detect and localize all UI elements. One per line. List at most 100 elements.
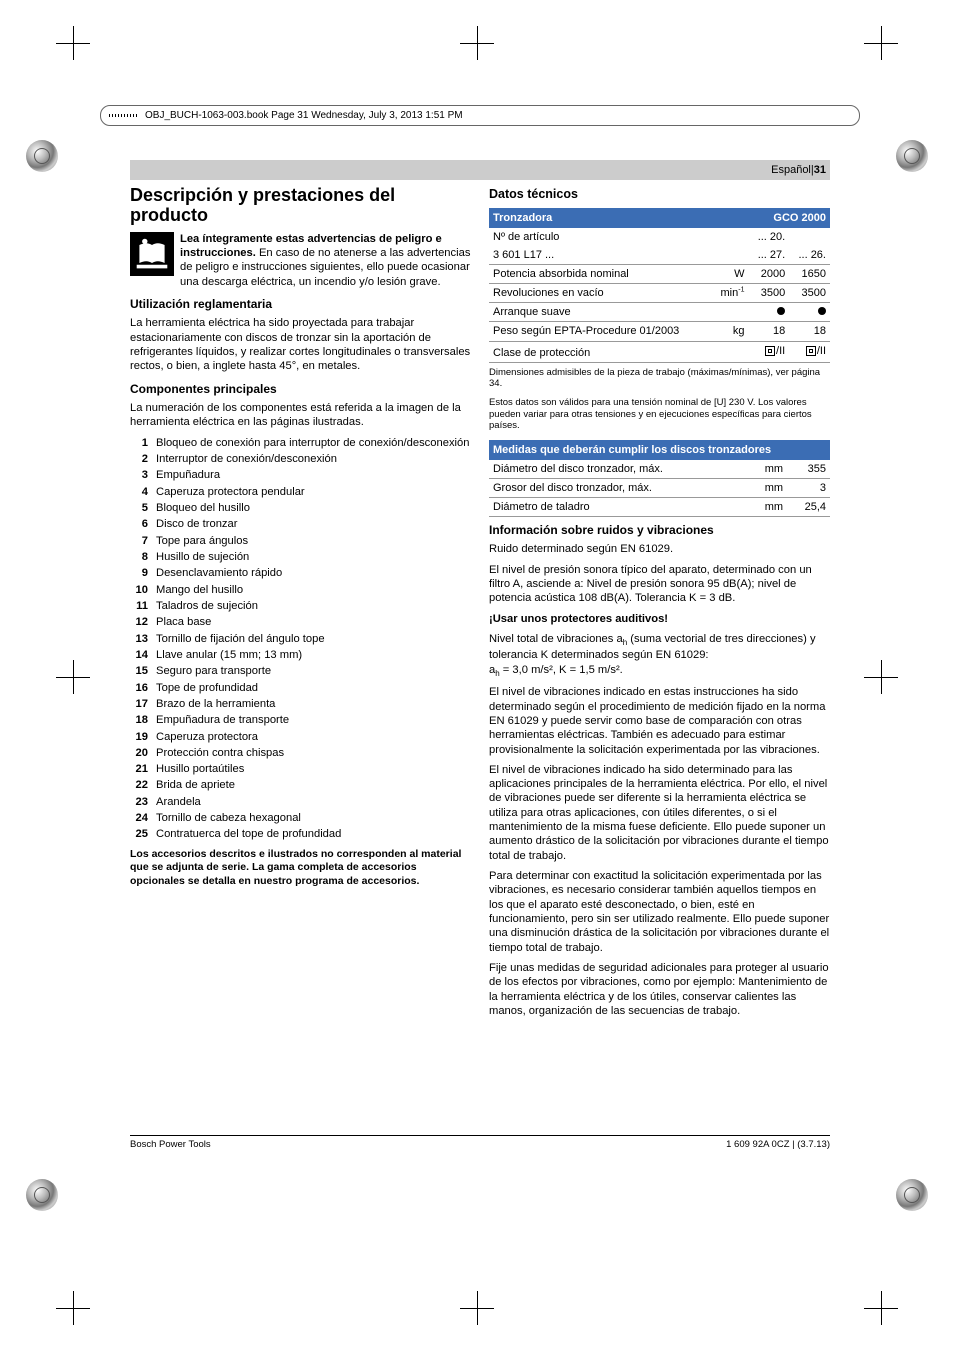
component-item: 8Husillo de sujeción: [130, 550, 471, 564]
disc-row: Diámetro del disco tronzador, máx.mm355: [489, 460, 830, 479]
register-ring-icon: [896, 1179, 928, 1211]
component-number: 3: [130, 468, 148, 482]
component-item: 22 Brida de apriete: [130, 778, 471, 792]
spec-row: Nº de artículo... 20.: [489, 228, 830, 246]
crop-mark: [56, 26, 90, 60]
component-item: 18 Empuñadura de transporte: [130, 713, 471, 727]
disc-label: Diámetro de taladro: [489, 497, 749, 516]
spec-value-1: 18: [748, 322, 789, 341]
spec-note-voltage: Estos datos son válidos para una tensión…: [489, 397, 830, 431]
spec-header-blank: [712, 208, 749, 228]
spec-unit: min-1: [712, 284, 749, 303]
component-label: Llave anular (15 mm; 13 mm): [156, 648, 302, 662]
spec-row: 3 601 L17 ...... 27.... 26.: [489, 246, 830, 265]
component-label: Empuñadura: [156, 468, 220, 482]
noise-levels: El nivel de presión sonora típico del ap…: [489, 563, 830, 606]
component-number: 20: [130, 746, 148, 760]
component-item: 10Mango del husillo: [130, 583, 471, 597]
component-label: Bloqueo del husillo: [156, 501, 250, 515]
section-title: Descripción y prestaciones del producto: [130, 186, 471, 226]
spec-row: Peso según EPTA-Procedure 01/2003kg1818: [489, 322, 830, 341]
intended-use-text: La herramienta eléctrica ha sido proyect…: [130, 316, 471, 373]
disc-unit: mm: [749, 460, 787, 479]
read-manual-icon: [130, 232, 174, 276]
spec-label: 3 601 L17 ...: [489, 246, 712, 265]
component-item: 17Brazo de la herramienta: [130, 697, 471, 711]
print-header-text: OBJ_BUCH-1063-003.book Page 31 Wednesday…: [145, 110, 463, 121]
component-item: 5 Bloqueo del husillo: [130, 501, 471, 515]
print-job-header: OBJ_BUCH-1063-003.book Page 31 Wednesday…: [100, 105, 860, 126]
spec-unit: kg: [712, 322, 749, 341]
components-heading: Componentes principales: [130, 382, 471, 397]
disc-row: Diámetro de taladromm25,4: [489, 497, 830, 516]
spec-label: Revoluciones en vacío: [489, 284, 712, 303]
warning-block: Lea íntegramente estas advertencias de p…: [130, 232, 471, 289]
spec-value-1: ... 20.: [748, 228, 789, 246]
component-label: Interruptor de conexión/desconexión: [156, 452, 337, 466]
crop-mark: [460, 1291, 494, 1325]
component-label: Brida de apriete: [156, 778, 235, 792]
component-label: Tope para ángulos: [156, 534, 248, 548]
hearing-protection-warning: ¡Usar unos protectores auditivos!: [489, 612, 830, 626]
vibration-application-note: El nivel de vibraciones indicado ha sido…: [489, 763, 830, 863]
spec-value-2: 1650: [789, 265, 830, 284]
register-ring-icon: [896, 140, 928, 172]
technical-data-heading: Datos técnicos: [489, 186, 830, 202]
component-number: 17: [130, 697, 148, 711]
component-item: 9Desenclavamiento rápido: [130, 566, 471, 580]
component-number: 22: [130, 778, 148, 792]
component-label: Placa base: [156, 615, 211, 629]
component-item: 14 Llave anular (15 mm; 13 mm): [130, 648, 471, 662]
component-number: 25: [130, 827, 148, 841]
vibration-safety-note: Fije unas medidas de seguridad adicional…: [489, 961, 830, 1018]
disc-value: 3: [787, 478, 830, 497]
spec-row: Potencia absorbida nominalW20001650: [489, 265, 830, 284]
component-label: Empuñadura de transporte: [156, 713, 289, 727]
disc-unit: mm: [749, 478, 787, 497]
component-number: 16: [130, 681, 148, 695]
component-item: 12Placa base: [130, 615, 471, 629]
components-intro: La numeración de los componentes está re…: [130, 401, 471, 430]
component-label: Taladros de sujeción: [156, 599, 258, 613]
warning-text: Lea íntegramente estas advertencias de p…: [180, 232, 471, 289]
spec-value-1: 2000: [748, 265, 789, 284]
crop-mark: [460, 26, 494, 60]
component-label: Bloqueo de conexión para interruptor de …: [156, 436, 469, 450]
component-item: 13 Tornillo de fijación del ángulo tope: [130, 632, 471, 646]
component-label: Caperuza protectora: [156, 730, 258, 744]
spec-label: Clase de protección: [489, 341, 712, 362]
component-number: 5: [130, 501, 148, 515]
component-item: 24Tornillo de cabeza hexagonal: [130, 811, 471, 825]
spec-table: Tronzadora GCO 2000 Nº de artículo... 20…: [489, 208, 830, 363]
component-number: 23: [130, 795, 148, 809]
component-number: 18: [130, 713, 148, 727]
disc-table: Medidas que deberán cumplir los discos t…: [489, 440, 830, 517]
spec-unit: [712, 228, 749, 246]
spec-value-1: ... 27.: [748, 246, 789, 265]
spec-value-2: [789, 228, 830, 246]
disc-value: 25,4: [787, 497, 830, 516]
component-label: Husillo portaútiles: [156, 762, 244, 776]
spec-header-label: Tronzadora: [489, 208, 712, 228]
vibration-measurement-note: El nivel de vibraciones indicado en esta…: [489, 685, 830, 757]
component-item: 6Disco de tronzar: [130, 517, 471, 531]
spec-header-model: GCO 2000: [748, 208, 830, 228]
component-label: Seguro para transporte: [156, 664, 271, 678]
component-number: 7: [130, 534, 148, 548]
components-list: 1Bloqueo de conexión para interruptor de…: [130, 436, 471, 842]
noise-standard: Ruido determinado según EN 61029.: [489, 542, 830, 556]
component-number: 6: [130, 517, 148, 531]
component-number: 14: [130, 648, 148, 662]
crop-mark: [864, 26, 898, 60]
left-column: Descripción y prestaciones del producto …: [130, 186, 471, 1024]
accessory-footnote: Los accesorios descritos e ilustrados no…: [130, 848, 471, 888]
disc-row: Grosor del disco tronzador, máx.mm3: [489, 478, 830, 497]
crop-mark: [864, 1291, 898, 1325]
component-number: 13: [130, 632, 148, 646]
component-item: 3 Empuñadura: [130, 468, 471, 482]
component-item: 11Taladros de sujeción: [130, 599, 471, 613]
crop-mark: [56, 660, 90, 694]
component-label: Tornillo de fijación del ángulo tope: [156, 632, 325, 646]
component-label: Protección contra chispas: [156, 746, 284, 760]
component-item: 4Caperuza protectora pendular: [130, 485, 471, 499]
